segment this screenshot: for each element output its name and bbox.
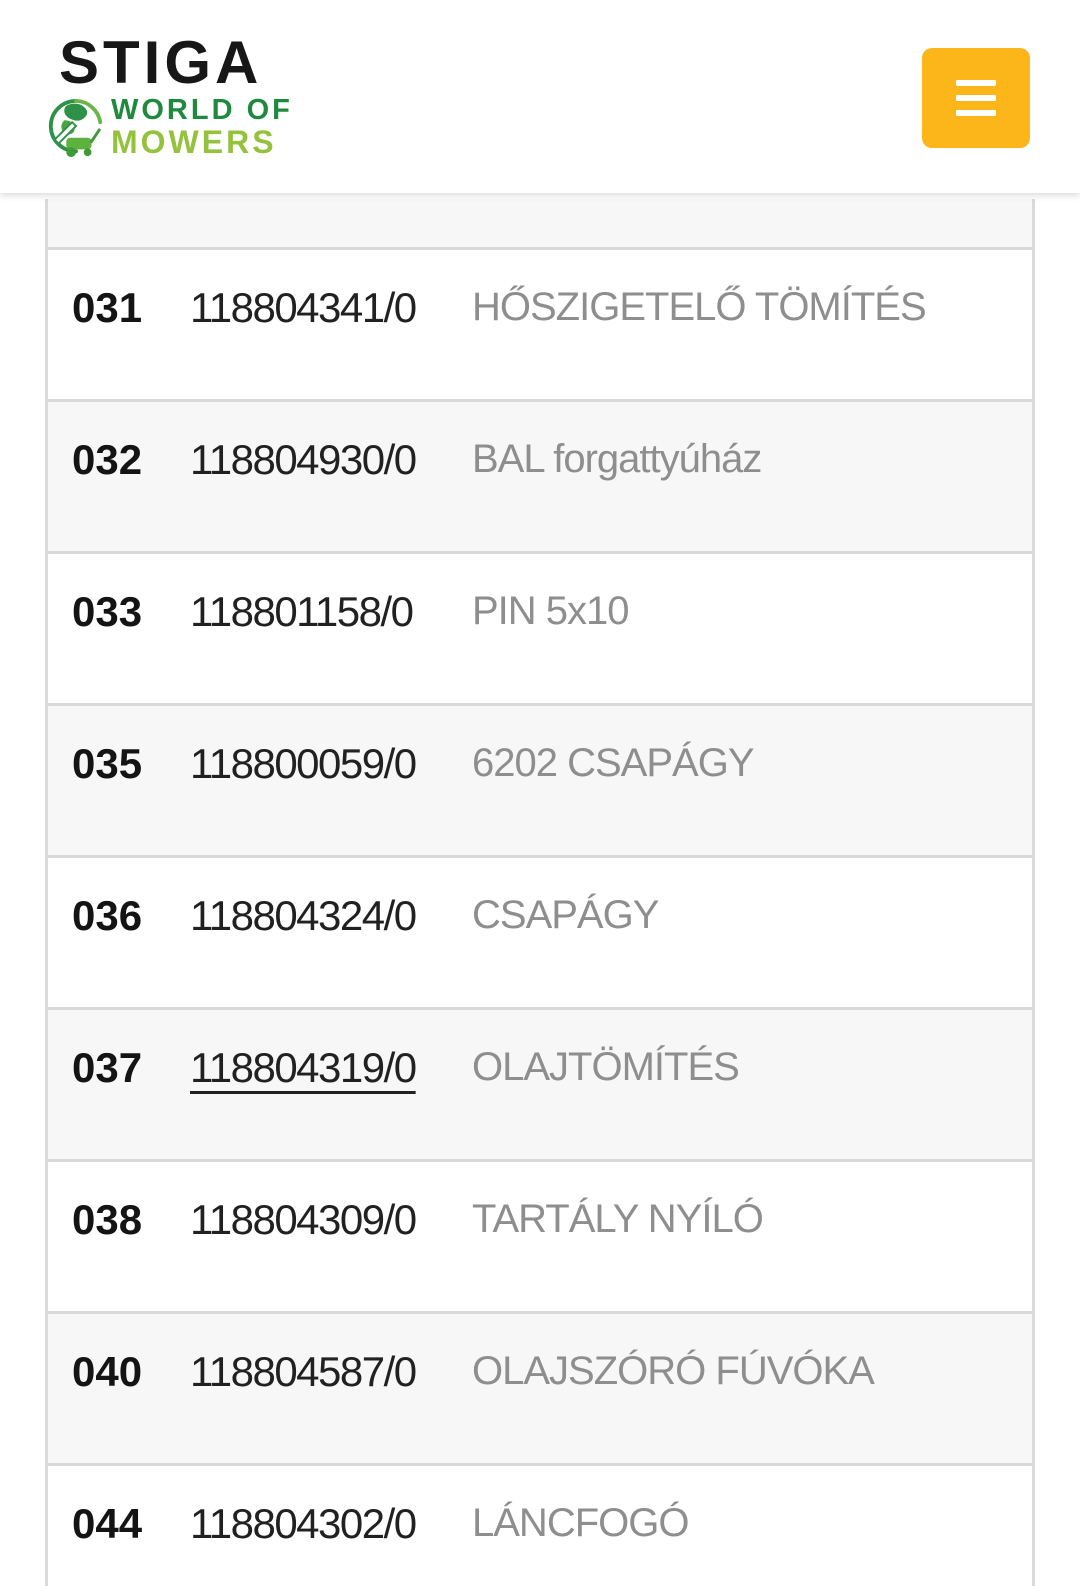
row-description: OLAJSZÓRÓ FÚVÓKA [472,1349,875,1393]
part-number-text: 118804930/0 [190,436,417,483]
part-number-text: 118801158/0 [190,588,414,635]
row-position: 036 [72,892,143,939]
table-row[interactable]: 038 118804309/0 TARTÁLY NYÍLÓ [48,1159,1032,1311]
stiga-logo[interactable]: STIGA WORLD OF MOWERS [45,33,293,159]
row-position: 035 [72,740,143,787]
part-number-text: 118800059/0 [190,740,417,787]
row-position: 032 [72,436,143,483]
part-number-text[interactable]: 118804319/0 [190,1044,417,1091]
table-row-partial [48,199,1032,247]
row-part-number: 118801158/0 [190,554,472,634]
logo-subtitle-text: WORLD OF MOWERS [111,95,293,159]
row-part-number: 118804319/0 [190,1010,472,1090]
logo-world-of: WORLD OF [111,94,293,127]
row-position: 031 [72,284,143,331]
row-position: 037 [72,1044,143,1091]
table-row[interactable]: 037 118804319/0 OLAJTÖMÍTÉS [48,1007,1032,1159]
row-position: 033 [72,588,143,635]
row-position: 038 [72,1196,143,1243]
row-description: 6202 CSAPÁGY [472,741,755,785]
row-position: 040 [72,1348,143,1395]
globe-mower-icon [48,98,103,157]
logo-subtitle-block: WORLD OF MOWERS [45,95,293,159]
table-row[interactable]: 032 118804930/0 BAL forgattyúház [48,399,1032,551]
row-description: PIN 5x10 [472,589,630,633]
row-description: TARTÁLY NYÍLÓ [472,1197,764,1241]
table-row[interactable]: 033 118801158/0 PIN 5x10 [48,551,1032,703]
row-description: BAL forgattyúház [472,437,762,481]
app-header: STIGA WORLD OF MOWERS [0,0,1080,193]
row-part-number: 118804324/0 [190,858,472,938]
row-description: HŐSZIGETELŐ TÖMÍTÉS [472,285,927,329]
table-row[interactable]: 035 118800059/0 6202 CSAPÁGY [48,703,1032,855]
row-part-number: 118800059/0 [190,706,472,786]
part-number-text: 118804341/0 [190,284,417,331]
logo-mowers: MOWERS [111,123,277,160]
hamburger-icon [956,79,996,116]
menu-button[interactable] [922,47,1030,148]
row-part-number: 118804587/0 [190,1314,472,1394]
row-part-number: 118804341/0 [190,250,472,330]
part-number-text: 118804324/0 [190,892,417,939]
table-row[interactable]: 036 118804324/0 CSAPÁGY [48,855,1032,1007]
part-number-text: 118804309/0 [190,1196,417,1243]
row-description: OLAJTÖMÍTÉS [472,1045,740,1089]
row-position: 044 [72,1500,143,1547]
part-number-text: 118804302/0 [190,1500,417,1547]
part-number-text: 118804587/0 [190,1348,417,1395]
row-part-number: 118804930/0 [190,402,472,482]
row-part-number: 118804309/0 [190,1162,472,1242]
parts-table: 031 118804341/0 HŐSZIGETELŐ TÖMÍTÉS 032 … [45,199,1035,1586]
row-description: LÁNCFOGÓ [472,1501,689,1545]
row-description: CSAPÁGY [472,893,659,937]
table-row[interactable]: 031 118804341/0 HŐSZIGETELŐ TÖMÍTÉS [48,247,1032,399]
brand-wordmark: STIGA [59,29,263,97]
table-row[interactable]: 040 118804587/0 OLAJSZÓRÓ FÚVÓKA [48,1311,1032,1463]
table-row[interactable]: 044 118804302/0 LÁNCFOGÓ [48,1463,1032,1586]
row-part-number: 118804302/0 [190,1466,472,1546]
